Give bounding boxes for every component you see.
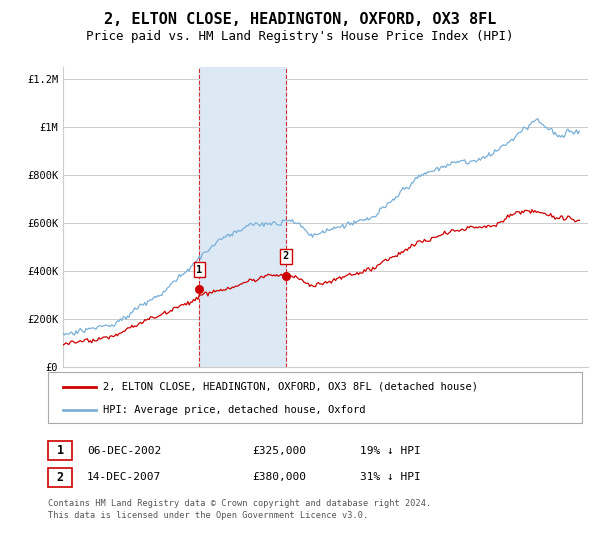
Text: 14-DEC-2007: 14-DEC-2007 [87, 472, 161, 482]
Text: Contains HM Land Registry data © Crown copyright and database right 2024.
This d: Contains HM Land Registry data © Crown c… [48, 499, 431, 520]
Text: 06-DEC-2002: 06-DEC-2002 [87, 446, 161, 456]
Text: HPI: Average price, detached house, Oxford: HPI: Average price, detached house, Oxfo… [103, 405, 366, 415]
Text: 2, ELTON CLOSE, HEADINGTON, OXFORD, OX3 8FL (detached house): 2, ELTON CLOSE, HEADINGTON, OXFORD, OX3 … [103, 381, 478, 391]
Text: £380,000: £380,000 [252, 472, 306, 482]
Bar [199, 67, 286, 367]
Text: 2: 2 [56, 470, 64, 484]
Text: Price paid vs. HM Land Registry's House Price Index (HPI): Price paid vs. HM Land Registry's House … [86, 30, 514, 43]
Text: 2: 2 [283, 251, 289, 262]
Text: 2, ELTON CLOSE, HEADINGTON, OXFORD, OX3 8FL: 2, ELTON CLOSE, HEADINGTON, OXFORD, OX3 … [104, 12, 496, 27]
Text: £325,000: £325,000 [252, 446, 306, 456]
Text: 19% ↓ HPI: 19% ↓ HPI [360, 446, 421, 456]
Text: 1: 1 [56, 444, 64, 458]
Text: 1: 1 [196, 264, 202, 274]
Text: 31% ↓ HPI: 31% ↓ HPI [360, 472, 421, 482]
